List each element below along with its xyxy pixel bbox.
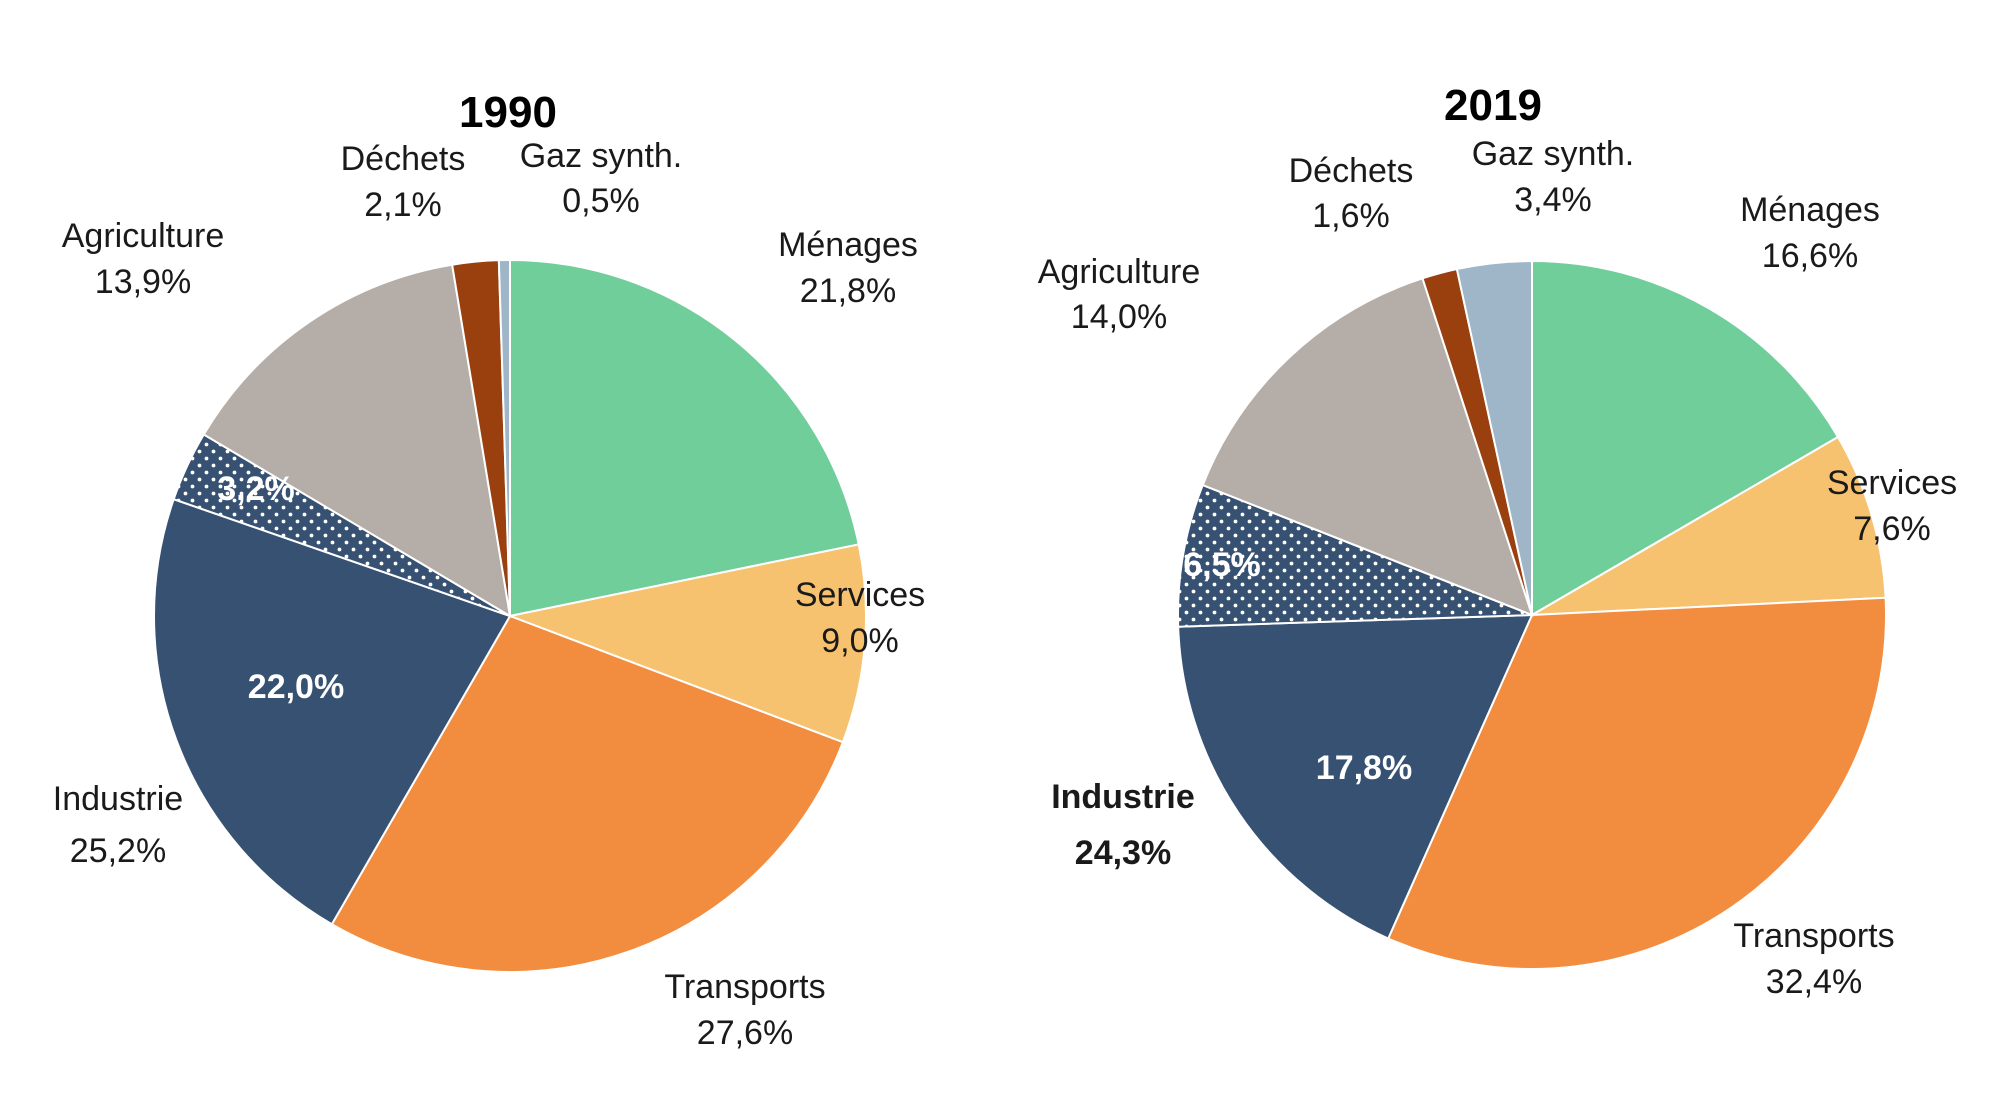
pie-slice bbox=[1455, 259, 1533, 616]
slice-name-label: Ménages bbox=[778, 226, 918, 264]
slice-name-label: Agriculture bbox=[62, 217, 225, 255]
pie-slice bbox=[1531, 259, 1840, 617]
chart-title: 2019 bbox=[1444, 81, 1542, 130]
slice-value-label: 16,6% bbox=[1762, 237, 1858, 275]
pie-slice bbox=[509, 258, 860, 618]
slice-value-label: 7,6% bbox=[1853, 510, 1931, 548]
slice-name-label: Déchets bbox=[341, 140, 466, 178]
slice-value-label: 13,9% bbox=[95, 263, 191, 301]
group-name-label: Industrie bbox=[53, 780, 183, 818]
slice-value-label: 32,4% bbox=[1766, 963, 1862, 1001]
pie-chart-1990: 1990 Ménages 21,8% Services 9,0% Transports 2… bbox=[53, 88, 925, 1052]
slice-name-label: Agriculture bbox=[1038, 253, 1201, 291]
group-value-label: 24,3% bbox=[1075, 834, 1171, 872]
slice-name-label: Transports bbox=[664, 968, 825, 1006]
slice-name-label: Ménages bbox=[1740, 191, 1880, 229]
group-value-label: 25,2% bbox=[70, 832, 166, 870]
pie-slice bbox=[202, 263, 512, 618]
slice-value-label: 1,6% bbox=[1312, 197, 1390, 235]
pie-slice bbox=[1177, 613, 1534, 940]
pie-labels: Ménages 16,6% Services 7,6% Transports 32,4% 1… bbox=[1038, 135, 1957, 1001]
slice-name-label: Gaz synth. bbox=[1472, 135, 1635, 173]
slice-value-label: 17,8% bbox=[1316, 749, 1412, 787]
pie-slice bbox=[1531, 435, 1887, 616]
pie-slices bbox=[153, 258, 867, 973]
pie-labels: Ménages 21,8% Services 9,0% Transports 27,6% 2… bbox=[53, 137, 925, 1052]
pie-slice bbox=[506, 543, 867, 744]
slice-name-label: Services bbox=[1827, 464, 1957, 502]
slice-value-label: 3,4% bbox=[1514, 181, 1592, 219]
chart-title: 1990 bbox=[459, 88, 557, 137]
slice-value-label: 27,6% bbox=[697, 1014, 793, 1052]
slice-value-label: 0,5% bbox=[562, 182, 640, 220]
slice-name-label: Gaz synth. bbox=[520, 137, 683, 175]
slice-value-label: 6,5% bbox=[1183, 546, 1261, 584]
slice-name-label: Déchets bbox=[1289, 152, 1414, 190]
pie-slice bbox=[153, 497, 512, 926]
slice-name-label: Services bbox=[795, 576, 925, 614]
slice-value-label: 2,1% bbox=[364, 186, 442, 224]
slice-value-label: 9,0% bbox=[821, 622, 899, 660]
slice-value-label: 3,2% bbox=[217, 470, 295, 508]
pie-slice bbox=[1386, 596, 1887, 970]
slice-name-label: Transports bbox=[1733, 917, 1894, 955]
pie-slice bbox=[1177, 483, 1533, 628]
slice-value-label: 22,0% bbox=[248, 668, 344, 706]
group-name-label: Industrie bbox=[1051, 778, 1195, 816]
pie-slice bbox=[497, 258, 511, 617]
slice-value-label: 14,0% bbox=[1071, 298, 1167, 336]
slice-value-label: 21,8% bbox=[800, 272, 896, 310]
pie-slices bbox=[1177, 259, 1887, 970]
pie-chart-2019: 2019 Ménages 16,6% Services 7,6% Transports 3… bbox=[1038, 81, 1957, 1001]
